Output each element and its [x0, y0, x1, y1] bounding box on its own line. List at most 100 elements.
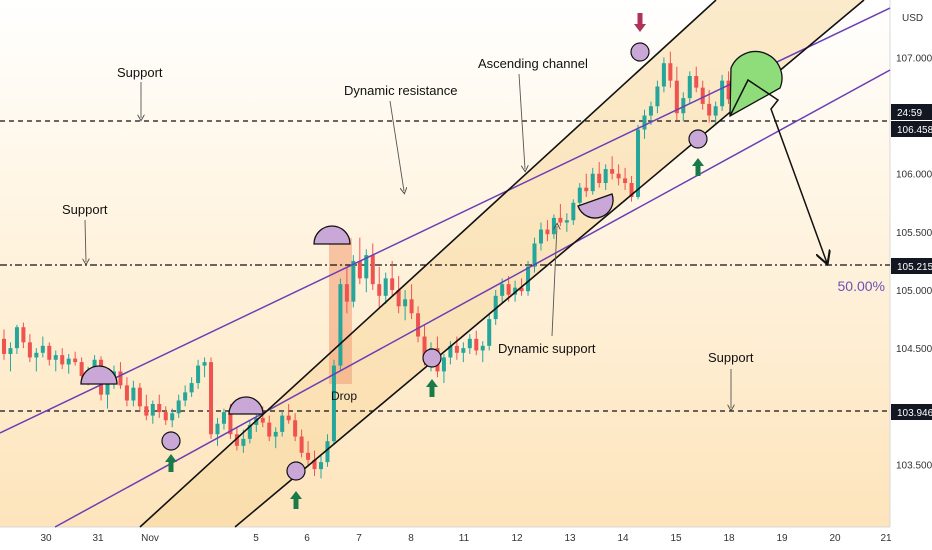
- channel-upper-line: [139, 0, 717, 528]
- candle-body: [60, 355, 65, 365]
- candle-body: [396, 290, 401, 307]
- candle-body: [687, 76, 692, 99]
- support-touch-circle: [161, 431, 181, 451]
- time-tick-label: 5: [253, 533, 259, 544]
- candle-body: [416, 313, 421, 337]
- candle-body: [273, 431, 278, 437]
- candle-body: [357, 260, 362, 279]
- candle-body: [306, 452, 311, 460]
- candle-body: [467, 338, 472, 349]
- candle-body: [73, 358, 78, 363]
- candle-body: [519, 287, 524, 292]
- up-arrow-icon: [165, 454, 177, 472]
- candle-body: [513, 287, 518, 295]
- candle-body: [202, 362, 207, 366]
- candle-body: [383, 278, 388, 296]
- up-arrow-icon: [692, 158, 704, 176]
- price-tag-box: [891, 258, 932, 274]
- candle-body: [364, 255, 369, 279]
- annotation-pointer: [551, 226, 557, 337]
- price-tick-label: 106.000: [896, 170, 932, 181]
- candle-body: [668, 63, 673, 81]
- candle-body: [234, 434, 239, 446]
- candle-body: [674, 80, 679, 114]
- price-tag-box: [891, 104, 932, 120]
- annotation-pointer: [85, 219, 86, 262]
- candle-body: [597, 173, 602, 184]
- time-tick-label: 6: [304, 533, 310, 544]
- candle-body: [713, 106, 718, 116]
- price-tick-label: 105.000: [896, 286, 932, 297]
- candle-body: [34, 352, 39, 358]
- dynamic-support-line: [54, 69, 891, 528]
- candle-body: [319, 462, 324, 470]
- candle-body: [454, 345, 459, 353]
- time-tick-label: 13: [564, 533, 576, 544]
- time-tick-label: 12: [511, 533, 523, 544]
- annotation-support-top: Support: [117, 65, 163, 80]
- candle-body: [221, 412, 226, 424]
- candle-body: [40, 345, 45, 353]
- candle-body: [720, 80, 725, 107]
- resistance-touch-arc: [228, 396, 264, 415]
- annotation-support-mid: Support: [62, 202, 108, 217]
- target-arc: [729, 50, 783, 118]
- annotation-support-bottom: Support: [708, 350, 754, 365]
- candle-body: [325, 441, 330, 463]
- candle-body: [196, 365, 201, 384]
- candle-body: [260, 417, 265, 423]
- currency-label: USD: [902, 13, 923, 24]
- price-axis-panel: [890, 0, 932, 550]
- candle-body: [163, 412, 168, 421]
- annotation-pointer: [389, 100, 404, 191]
- candle-body: [92, 359, 97, 372]
- resistance-touch-arc: [313, 225, 351, 245]
- candle-body: [27, 342, 32, 358]
- candle-body: [551, 217, 556, 235]
- candle-body: [377, 284, 382, 296]
- candle-body: [189, 383, 194, 393]
- candle-body: [545, 229, 550, 235]
- candle-body: [312, 459, 317, 470]
- candle-body: [538, 229, 543, 244]
- projection-path: [729, 78, 827, 263]
- candle-body: [47, 345, 52, 360]
- candle-body: [21, 327, 26, 343]
- candle-body: [616, 173, 621, 179]
- annotation-ascending-channel: Ascending channel: [478, 56, 588, 71]
- candle-body: [8, 348, 13, 354]
- candle-body: [564, 220, 569, 223]
- candle-body: [1, 338, 7, 354]
- price-axis-tags: 24:59 106.458 105.215 103.946: [891, 104, 932, 420]
- candle-body: [707, 103, 712, 116]
- candle-body: [66, 358, 71, 365]
- time-tick-label: 19: [776, 533, 788, 544]
- candle-body: [694, 76, 699, 88]
- price-axis-ticks: 107.000 106.000 105.500 105.000 104.500 103.5…: [896, 53, 932, 471]
- candle-body: [209, 362, 214, 435]
- candle-body: [655, 86, 660, 107]
- support-touch-circle: [286, 461, 306, 481]
- candle-body: [661, 63, 666, 87]
- candle-body: [506, 284, 511, 295]
- candle-body: [157, 403, 162, 413]
- price-tick-label: 107.000: [896, 53, 932, 64]
- candle-body: [474, 338, 479, 351]
- price-tag-label: 103.946: [897, 408, 932, 419]
- candle-body: [500, 284, 505, 296]
- price-tag-label: 105.215: [897, 262, 932, 273]
- annotation-pointer: [518, 73, 525, 169]
- candle-body: [409, 299, 414, 314]
- candle-body: [448, 345, 453, 358]
- candle-body: [105, 383, 110, 395]
- up-arrow-icon: [290, 491, 302, 509]
- time-tick-label: 21: [880, 533, 892, 544]
- candles-layer: [1, 51, 751, 479]
- support-touch-circle: [422, 348, 442, 368]
- candle-body: [636, 129, 641, 197]
- candle-body: [590, 173, 595, 192]
- time-tick-label: 18: [723, 533, 735, 544]
- candle-body: [79, 362, 84, 377]
- ascending-channel-fill: [140, 0, 864, 527]
